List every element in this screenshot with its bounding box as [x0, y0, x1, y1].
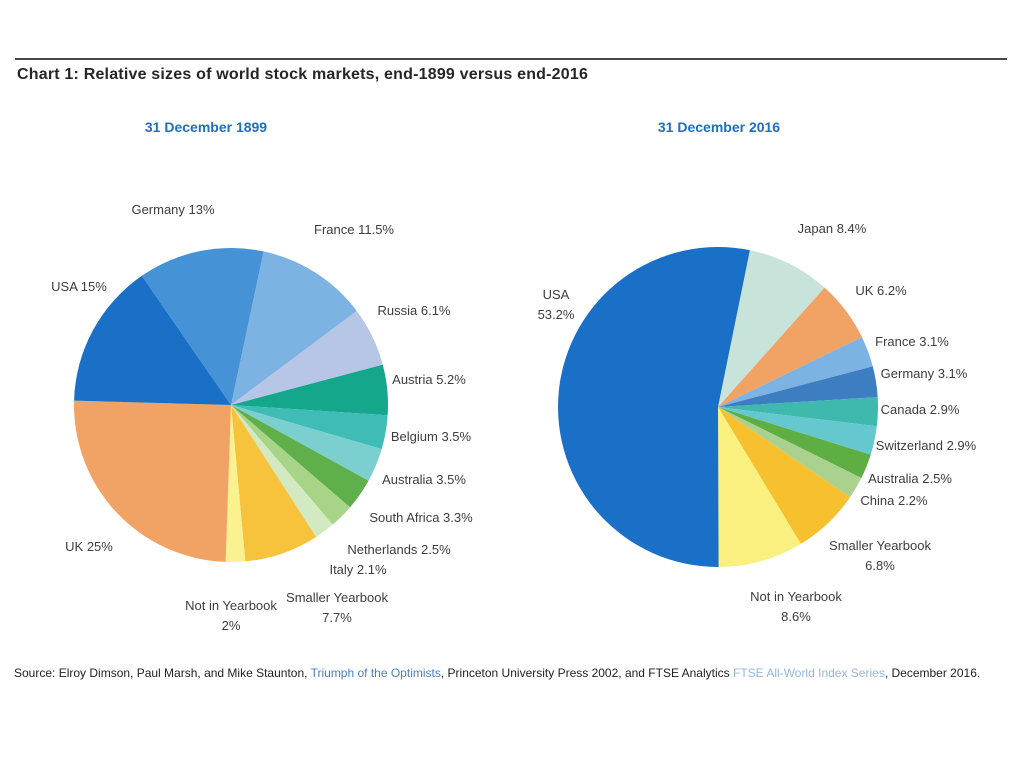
- slice-label-1899-netherlands: Netherlands 2.5%: [347, 540, 450, 560]
- slice-label-text: Australia 2.5%: [868, 471, 952, 486]
- pie-slice-2016-australia: [718, 407, 871, 479]
- slice-label-1899-belgium: Belgium 3.5%: [391, 427, 471, 447]
- title-top-rule: [15, 58, 1007, 60]
- source-text-suffix: , December 2016.: [884, 666, 981, 680]
- pie-slice-1899-usa: [74, 275, 231, 405]
- slice-label-text: Germany 13%: [131, 202, 215, 217]
- slice-label-value: 2%: [221, 618, 241, 633]
- pie-slice-1899-not-in-yearbook: [225, 405, 246, 563]
- slice-label-text: France 3.1%: [875, 334, 949, 349]
- slice-label-text: Not in Yearbook: [185, 598, 277, 613]
- slice-label-1899-smaller-yearbook: Smaller Yearbook 7.7%: [286, 588, 388, 628]
- slice-label-text: Smaller Yearbook: [829, 538, 931, 553]
- slice-label-text: Not in Yearbook: [750, 589, 842, 604]
- pie-slice-1899-russia: [231, 311, 383, 405]
- pie-2016: [558, 247, 878, 568]
- slice-label-text: Netherlands 2.5%: [347, 542, 451, 557]
- slice-label-2016-japan: Japan 8.4%: [798, 219, 867, 239]
- slice-label-1899-australia: Australia 3.5%: [382, 470, 466, 490]
- pie-slice-2016-france: [718, 337, 873, 407]
- pie-slice-2016-japan: [718, 250, 825, 407]
- pie-slice-1899-belgium: [231, 405, 388, 450]
- slice-label-text: Japan 8.4%: [797, 221, 867, 236]
- slice-label-text: Belgium 3.5%: [390, 429, 472, 444]
- pie-slice-1899-italy: [231, 405, 333, 537]
- source-text-prefix: Source: Elroy Dimson, Paul Marsh, and Mi…: [14, 666, 311, 680]
- slice-label-text: Russia 6.1%: [377, 303, 451, 318]
- source-link-triumph-of-the-optimists[interactable]: Triumph of the Optimists: [310, 666, 441, 680]
- source-link-ftse-all-world-index-series[interactable]: FTSE All-World Index Series: [732, 666, 885, 680]
- slice-label-value: 7.7%: [322, 610, 352, 625]
- slice-label-1899-france: France 11.5%: [314, 220, 394, 240]
- slice-label-text: Germany 3.1%: [880, 366, 968, 381]
- pie-slice-1899-smaller-yearbook: [231, 405, 317, 562]
- slice-label-1899-italy: Italy 2.1%: [329, 560, 386, 580]
- slice-label-2016-australia: Australia 2.5%: [868, 469, 952, 489]
- pie-slice-1899-australia: [231, 405, 382, 481]
- slice-label-text: France 11.5%: [314, 222, 394, 237]
- slice-label-text: Australia 3.5%: [382, 472, 466, 487]
- source-text-middle: , Princeton University Press 2002, and F…: [440, 666, 733, 680]
- pie-slice-2016-germany: [718, 366, 878, 407]
- pie-slice-1899-austria: [231, 364, 388, 416]
- slice-label-text: USA 15%: [51, 279, 107, 294]
- slice-label-value: 8.6%: [781, 609, 811, 624]
- chart-figure-title: Chart 1: Relative sizes of world stock m…: [17, 66, 589, 83]
- slice-label-2016-not-in-yearbook: Not in Yearbook 8.6%: [750, 587, 842, 627]
- pie-slice-2016-canada: [718, 397, 878, 427]
- pie-slice-1899-uk: [73, 400, 231, 562]
- slice-label-2016-smaller-yearbook: Smaller Yearbook 6.8%: [829, 536, 931, 576]
- pie-slice-2016-china: [718, 407, 862, 498]
- slice-label-2016-china: China 2.2%: [860, 491, 927, 511]
- pie-1899: [73, 248, 388, 563]
- slice-label-2016-canada: Canada 2.9%: [881, 400, 960, 420]
- slice-label-2016-usa: USA 53.2%: [538, 285, 575, 325]
- pie-slice-1899-netherlands: [231, 405, 351, 525]
- slice-label-1899-russia: Russia 6.1%: [378, 301, 451, 321]
- slice-label-text: UK 6.2%: [855, 283, 907, 298]
- slice-label-2016-switzerland: Switzerland 2.9%: [876, 436, 976, 456]
- pie-slice-1899-france: [231, 251, 357, 405]
- slice-label-text: China 2.2%: [860, 493, 928, 508]
- slice-label-text: South Africa 3.3%: [369, 510, 473, 525]
- pie-slice-2016-uk: [718, 287, 862, 407]
- source-line: Source: Elroy Dimson, Paul Marsh, and Mi…: [14, 666, 980, 680]
- slice-label-value: 6.8%: [865, 558, 895, 573]
- slice-label-text: Switzerland 2.9%: [875, 438, 977, 453]
- pie-slice-2016-usa: [558, 247, 750, 568]
- pie-slice-2016-not-in-yearbook: [718, 407, 801, 567]
- slice-label-1899-uk: UK 25%: [65, 537, 113, 557]
- pie-slice-2016-switzerland: [718, 407, 877, 455]
- slice-label-1899-austria: Austria 5.2%: [392, 370, 466, 390]
- slice-label-1899-germany: Germany 13%: [131, 200, 214, 220]
- slice-label-1899-not-in-yearbook: Not in Yearbook 2%: [185, 596, 277, 636]
- slice-label-1899-south-africa: South Africa 3.3%: [369, 508, 472, 528]
- slice-label-2016-germany: Germany 3.1%: [881, 364, 968, 384]
- slice-label-2016-france: France 3.1%: [875, 332, 949, 352]
- slice-label-value: 53.2%: [537, 307, 575, 322]
- slice-label-text: Austria 5.2%: [392, 372, 466, 387]
- slice-label-2016-uk: UK 6.2%: [855, 281, 906, 301]
- slice-label-text: Italy 2.1%: [329, 562, 387, 577]
- slice-label-text: UK 25%: [65, 539, 113, 554]
- pie-heading-1899: 31 December 1899: [144, 119, 268, 135]
- pie-heading-2016: 31 December 2016: [657, 119, 781, 135]
- pie-slice-1899-germany: [141, 248, 264, 405]
- slice-label-text: USA: [542, 287, 570, 302]
- slice-label-1899-usa: USA 15%: [51, 277, 107, 297]
- pie-slice-1899-south-africa: [231, 405, 369, 508]
- slice-label-text: Smaller Yearbook: [286, 590, 388, 605]
- slice-label-text: Canada 2.9%: [880, 402, 960, 417]
- pie-slice-2016-smaller-yearbook: [718, 407, 851, 544]
